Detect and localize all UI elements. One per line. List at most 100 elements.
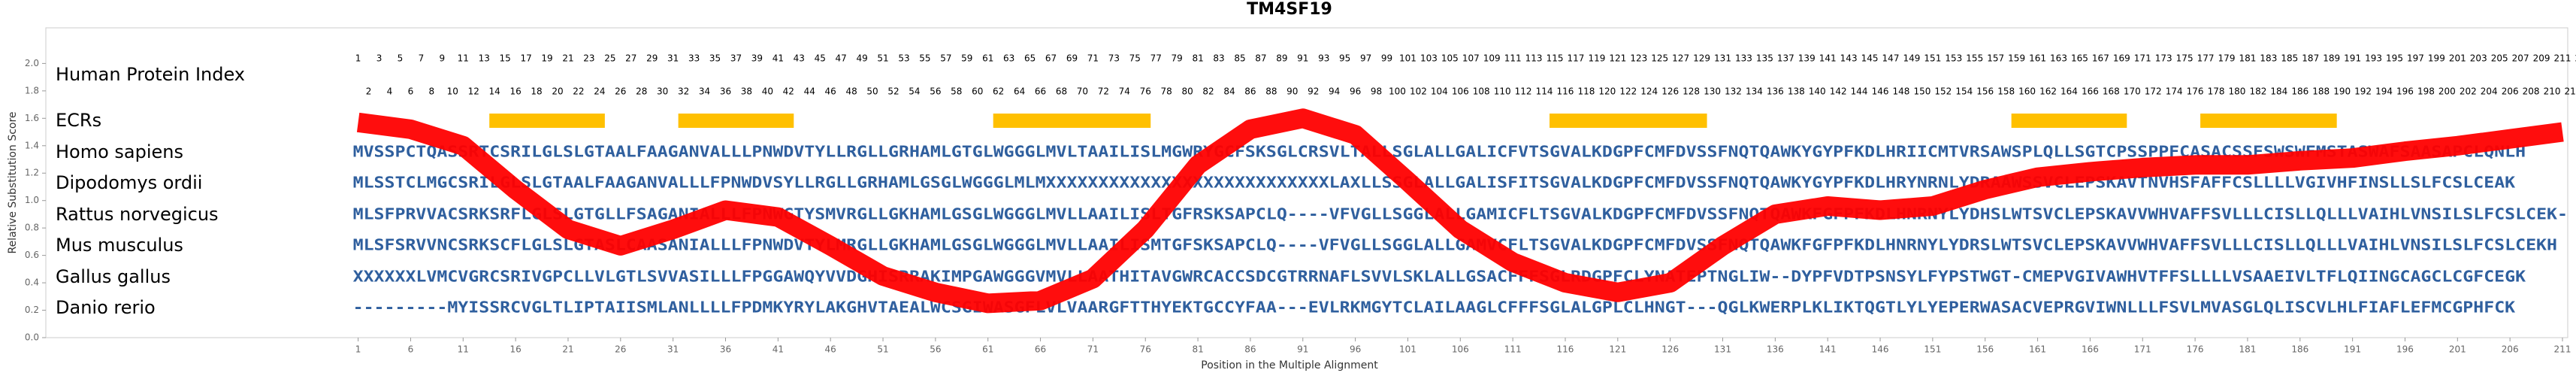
protein-index: 62	[993, 86, 1004, 97]
x-tick-label: 131	[1714, 344, 1731, 355]
y-tick-label: 1.0	[25, 195, 39, 205]
protein-index: 162	[2039, 86, 2057, 97]
x-tick-label: 186	[2291, 344, 2308, 355]
protein-index: 201	[2449, 53, 2466, 64]
protein-index: 18	[531, 86, 542, 97]
protein-index: 205	[2491, 53, 2508, 64]
protein-index: 73	[1108, 53, 1120, 64]
protein-index: 133	[1735, 53, 1752, 64]
protein-index: 97	[1360, 53, 1371, 64]
x-tick-label: 201	[2449, 344, 2466, 355]
protein-index: 32	[678, 86, 689, 97]
x-tick-label: 51	[877, 344, 888, 355]
protein-index: 67	[1045, 53, 1057, 64]
protein-index: 21	[562, 53, 573, 64]
protein-index: 47	[836, 53, 847, 64]
protein-index: 118	[1577, 86, 1595, 97]
x-tick-label: 1	[355, 344, 361, 355]
protein-index: 202	[2460, 86, 2477, 97]
protein-index: 158	[1997, 86, 2015, 97]
protein-index: 44	[804, 86, 815, 97]
protein-index: 70	[1077, 86, 1088, 97]
row-label: ECRs	[56, 110, 101, 131]
ecr-bar	[489, 114, 605, 128]
protein-index: 3	[376, 53, 382, 64]
protein-index: 38	[741, 86, 752, 97]
protein-index: 171	[2134, 53, 2151, 64]
protein-index: 170	[2124, 86, 2141, 97]
x-tick-label: 181	[2239, 344, 2256, 355]
protein-index: 179	[2218, 53, 2236, 64]
protein-index: 77	[1150, 53, 1162, 64]
protein-index: 84	[1223, 86, 1235, 97]
protein-index: 55	[919, 53, 930, 64]
protein-index: 123	[1630, 53, 1647, 64]
x-tick-label: 161	[2029, 344, 2046, 355]
protein-index: 25	[604, 53, 615, 64]
x-tick-label: 171	[2134, 344, 2151, 355]
protein-index: 29	[646, 53, 658, 64]
protein-index: 194	[2375, 86, 2393, 97]
protein-index: 164	[2060, 86, 2078, 97]
protein-index: 94	[1329, 86, 1340, 97]
protein-index: 167	[2092, 53, 2109, 64]
protein-index: 107	[1462, 53, 1480, 64]
ecr-bar	[2011, 114, 2127, 128]
y-tick-label: 1.8	[25, 85, 39, 96]
x-tick-label: 56	[930, 344, 941, 355]
protein-index: 197	[2407, 53, 2424, 64]
x-tick-label: 91	[1297, 344, 1308, 355]
protein-index: 17	[520, 53, 531, 64]
x-tick-label: 176	[2187, 344, 2204, 355]
protein-index: 83	[1213, 53, 1224, 64]
protein-index: 203	[2470, 53, 2487, 64]
x-axis-label: Position in the Multiple Alignment	[1201, 359, 1378, 371]
protein-index: 105	[1441, 53, 1459, 64]
protein-index: 124	[1640, 86, 1658, 97]
protein-index: 207	[2512, 53, 2529, 64]
ecr-bar	[678, 114, 794, 128]
protein-index: 180	[2229, 86, 2246, 97]
ecr-bar	[1550, 114, 1707, 128]
protein-index: 147	[1882, 53, 1900, 64]
protein-index: 63	[1003, 53, 1014, 64]
row-label: Human Protein Index	[56, 64, 245, 85]
protein-index: 79	[1172, 53, 1183, 64]
protein-index: 12	[468, 86, 479, 97]
x-tick-label: 211	[2554, 344, 2571, 355]
y-tick-label: 0.4	[25, 277, 39, 288]
protein-index: 108	[1473, 86, 1490, 97]
score-curve	[356, 108, 2564, 314]
protein-index: 15	[500, 53, 511, 64]
protein-index: 30	[657, 86, 668, 97]
x-tick-label: 31	[667, 344, 679, 355]
protein-index: 155	[1966, 53, 1983, 64]
protein-index: 175	[2176, 53, 2194, 64]
x-tick-label: 6	[408, 344, 414, 355]
protein-index: 90	[1286, 86, 1298, 97]
protein-index: 102	[1410, 86, 1427, 97]
protein-index: 204	[2481, 86, 2498, 97]
protein-index: 119	[1588, 53, 1605, 64]
x-tick-label: 71	[1087, 344, 1099, 355]
protein-index: 6	[408, 86, 414, 97]
x-tick-label: 141	[1819, 344, 1837, 355]
protein-index: 53	[898, 53, 909, 64]
ecr-bar	[993, 114, 1151, 128]
protein-index: 58	[951, 86, 962, 97]
protein-index: 100	[1389, 86, 1406, 97]
protein-index: 112	[1515, 86, 1532, 97]
protein-index: 23	[583, 53, 594, 64]
protein-index: 42	[783, 86, 794, 97]
protein-index: 26	[615, 86, 626, 97]
plot-frame	[45, 27, 2568, 338]
protein-index: 154	[1955, 86, 1973, 97]
protein-index: 103	[1420, 53, 1438, 64]
x-tick-label: 66	[1035, 344, 1046, 355]
protein-index: 185	[2281, 53, 2298, 64]
protein-index: 137	[1777, 53, 1794, 64]
protein-index: 153	[1945, 53, 1962, 64]
protein-index: 152	[1934, 86, 1952, 97]
protein-index: 59	[961, 53, 972, 64]
